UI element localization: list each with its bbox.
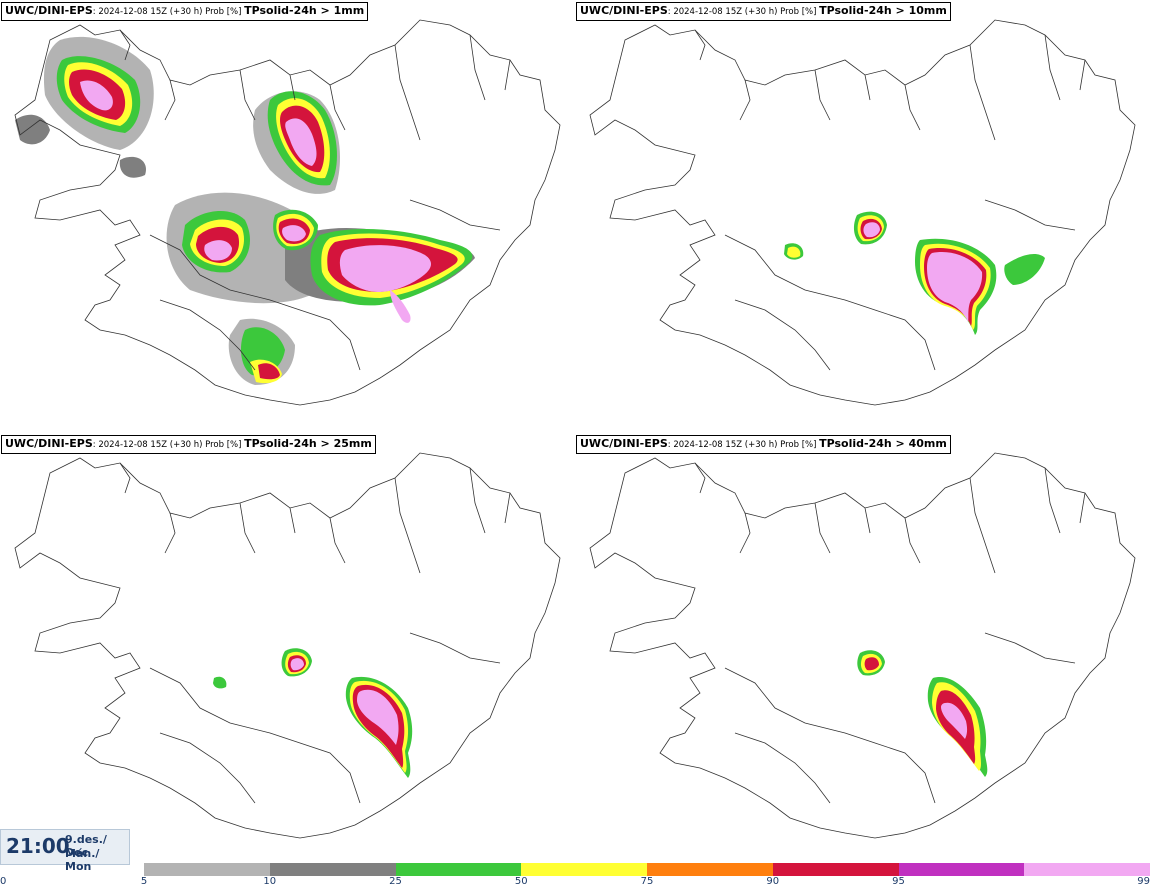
probability-colorbar — [144, 863, 1150, 876]
model-name: UWC/DINI-EPS — [5, 437, 93, 450]
panel-title: UWC/DINI-EPS: 2024-12-08 15Z (+30 h) Pro… — [576, 2, 951, 21]
coastline — [589, 19, 1136, 406]
colorbar-segment — [647, 863, 773, 876]
colorbar-segment — [521, 863, 647, 876]
colorbar-tick-label: 50 — [514, 876, 528, 887]
coastline — [14, 452, 561, 839]
colorbar-segment — [269, 863, 396, 876]
map-panel-10mm: UWC/DINI-EPS: 2024-12-08 15Z (+30 h) Pro… — [575, 0, 1150, 430]
field-name: TPsolid-24h > 25mm — [244, 437, 372, 450]
probability-field — [857, 650, 988, 777]
map-panel-40mm: UWC/DINI-EPS: 2024-12-08 15Z (+30 h) Pro… — [575, 433, 1150, 863]
colorbar-tick-label: 75 — [640, 876, 654, 887]
valid-date: 9.des./ Dec — [65, 833, 107, 859]
colorbar-tick-label: 95 — [892, 876, 905, 887]
run-info: : 2024-12-08 15Z (+30 h) Prob [%] — [92, 440, 245, 450]
run-info: : 2024-12-08 15Z (+30 h) Prob [%] — [92, 7, 245, 17]
colorbar-tick-label: 5 — [140, 876, 148, 887]
colorbar-tick-label: 0 — [0, 876, 7, 887]
colorbar-segment — [772, 863, 899, 876]
field-name: TPsolid-24h > 1mm — [244, 4, 365, 17]
run-info: : 2024-12-08 15Z (+30 h) Prob [%] — [667, 7, 820, 17]
coastline — [14, 19, 561, 406]
model-name: UWC/DINI-EPS — [580, 4, 668, 17]
iceland-map — [589, 19, 1136, 406]
panel-title: UWC/DINI-EPS: 2024-12-08 15Z (+30 h) Pro… — [1, 435, 376, 454]
colorbar-tick-label: 99 — [1137, 876, 1150, 887]
map-panel-25mm: UWC/DINI-EPS: 2024-12-08 15Z (+30 h) Pro… — [0, 433, 575, 863]
field-name: TPsolid-24h > 40mm — [819, 437, 947, 450]
colorbar-segment — [898, 863, 1025, 876]
valid-time: 21:00 — [6, 834, 70, 858]
probability-field — [213, 648, 413, 778]
run-info: : 2024-12-08 15Z (+30 h) Prob [%] — [667, 440, 820, 450]
colorbar-tick-label: 10 — [263, 876, 277, 887]
map-panel-1mm: UWC/DINI-EPS: 2024-12-08 15Z (+30 h) Pro… — [0, 0, 575, 430]
colorbar-segment — [144, 863, 270, 876]
iceland-map — [14, 452, 561, 839]
model-name: UWC/DINI-EPS — [580, 437, 668, 450]
colorbar-segment — [1024, 863, 1150, 876]
valid-time-box: 21:00 9.des./ Dec Mán./ Mon — [0, 829, 130, 873]
model-name: UWC/DINI-EPS — [5, 4, 93, 17]
panel-title: UWC/DINI-EPS: 2024-12-08 15Z (+30 h) Pro… — [576, 435, 951, 454]
field-name: TPsolid-24h > 10mm — [819, 4, 947, 17]
iceland-map — [589, 452, 1136, 839]
probability-field — [784, 211, 1045, 335]
coastline — [589, 452, 1136, 839]
colorbar-segment — [395, 863, 522, 876]
iceland-map — [14, 19, 561, 406]
valid-weekday: Mán./ Mon — [65, 847, 100, 873]
panel-title: UWC/DINI-EPS: 2024-12-08 15Z (+30 h) Pro… — [1, 2, 369, 21]
colorbar-tick-label: 25 — [389, 876, 402, 887]
probability-field — [15, 36, 475, 385]
colorbar-tick-label: 90 — [766, 876, 780, 887]
